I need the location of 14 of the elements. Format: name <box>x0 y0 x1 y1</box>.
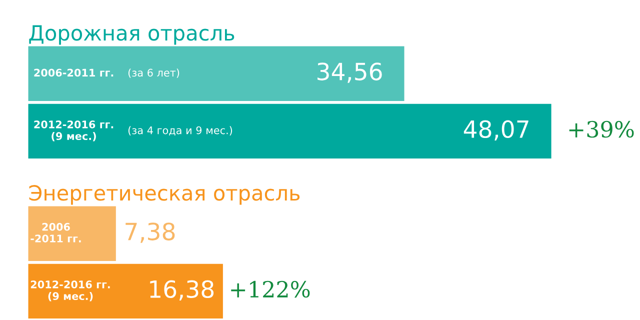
annotation: (за 6 лет) <box>128 68 180 78</box>
y-tick-label: 2012-2016 гг. (9 мес.) <box>30 280 110 302</box>
data-label: 16,38 <box>150 280 214 300</box>
text: +122% <box>231 280 310 298</box>
chart-title: Энергетическая отрасль <box>29 185 300 205</box>
y-tick-label: 2006-2011 гг. <box>34 68 114 77</box>
chart-title: Дорожная отрасль <box>29 25 234 45</box>
y-tick-label: 2006 -2011 гг. <box>30 222 81 242</box>
data-label: 34,56 <box>318 62 382 83</box>
y-tick-label: 2012-2016 гг. (9 мес.) <box>34 120 114 142</box>
data-label: 7,38 <box>126 222 175 243</box>
annotation: (за 4 года и 9 мес.) <box>128 126 232 136</box>
text: +39% <box>569 120 634 138</box>
data-label: 48,07 <box>464 120 528 140</box>
